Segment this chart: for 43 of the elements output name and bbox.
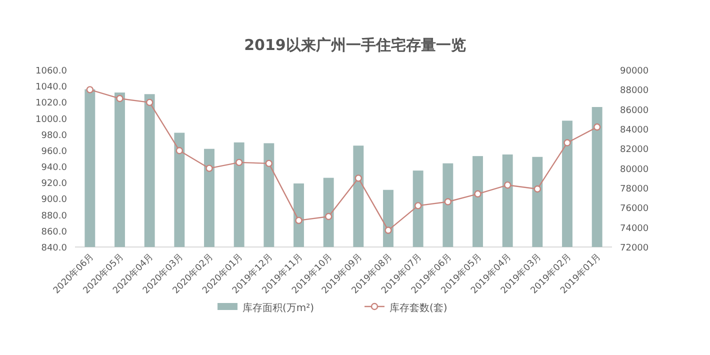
y-tick-label: 960.0 — [41, 146, 68, 157]
y-tick-label: 940.0 — [41, 163, 68, 174]
y-tick-label: 1020.0 — [36, 98, 68, 109]
point — [146, 98, 154, 106]
y2-tick-label: 74000 — [620, 224, 649, 234]
y2-tick-label: 86000 — [620, 106, 649, 116]
y2-tick-label: 90000 — [620, 66, 649, 76]
point — [564, 139, 571, 146]
point — [444, 198, 452, 206]
y-tick-label: 900.0 — [41, 195, 68, 206]
y2-tick-label: 84000 — [620, 126, 649, 136]
point — [534, 185, 542, 193]
y-tick-label: 840.0 — [41, 244, 68, 254]
point — [176, 147, 184, 154]
point — [504, 181, 512, 189]
y-tick-label: 920.0 — [41, 179, 68, 190]
y-tick-label: 1040.0 — [36, 82, 68, 93]
chart-title: 2019以来广州一手住宅存量一览 — [244, 36, 466, 54]
point — [235, 158, 243, 166]
y-tick-label: 860.0 — [41, 227, 68, 238]
y2-tick-label: 80000 — [620, 164, 649, 175]
point — [86, 86, 94, 94]
point — [593, 123, 601, 131]
y2-tick-label: 88000 — [620, 86, 649, 96]
point — [324, 212, 332, 220]
y-tick-label: 1060.0 — [36, 66, 68, 76]
y-tick-label: 1000.0 — [36, 114, 68, 125]
legend-label: 库存套数(套) — [390, 302, 448, 314]
y2-tick-label: 82000 — [620, 145, 649, 156]
point — [116, 94, 124, 102]
y-tick-label: 880.0 — [41, 211, 68, 222]
point — [414, 202, 422, 210]
point — [354, 174, 362, 182]
point — [206, 164, 213, 172]
y2-tick-label: 76000 — [620, 204, 649, 214]
y-tick-label: 980.0 — [41, 130, 68, 141]
y2-tick-label: 78000 — [620, 184, 649, 194]
y2-tick-label: 72000 — [620, 244, 649, 254]
point — [474, 190, 482, 198]
legend-label: 库存面积(万m²) — [242, 302, 314, 314]
point — [384, 226, 392, 234]
point — [265, 160, 273, 168]
point — [295, 216, 302, 224]
